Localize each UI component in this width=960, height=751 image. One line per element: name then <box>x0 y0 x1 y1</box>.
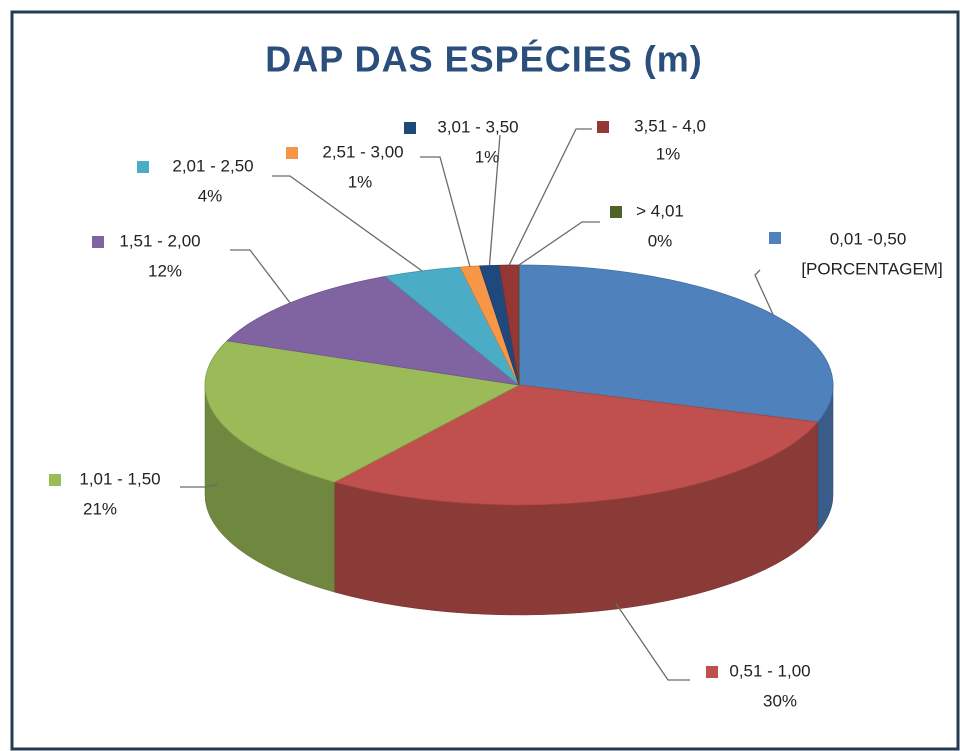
leader-line <box>508 128 592 266</box>
pie-slice <box>226 275 521 386</box>
slice-value-label: 21% <box>83 499 117 518</box>
legend-swatch <box>404 122 416 134</box>
slice-value-label: 12% <box>148 261 182 280</box>
slice-label: 1,01 - 1,50 <box>79 469 160 488</box>
pie-slice <box>333 384 819 506</box>
leader-line <box>518 221 600 266</box>
slice-value-label: 0% <box>648 231 673 250</box>
slice-label: 0,01 -0,50 <box>830 229 907 248</box>
slice-value-label: 30% <box>763 691 797 710</box>
slice-label: 3,01 - 3,50 <box>437 117 518 136</box>
pie-slice <box>204 340 521 483</box>
chart-title: DAP DAS ESPÉCIES (m) <box>265 39 702 80</box>
leader-line <box>180 483 218 488</box>
legend-swatch <box>92 236 104 248</box>
legend-swatch <box>769 232 781 244</box>
legend-swatch <box>49 474 61 486</box>
legend-swatch <box>610 206 622 218</box>
slice-value-label: 1% <box>656 144 681 163</box>
leader-line <box>615 603 690 681</box>
slice-value-label: [PORCENTAGEM] <box>801 259 942 278</box>
leader-line <box>230 249 291 304</box>
leader-line <box>488 134 501 266</box>
legend-swatch <box>137 161 149 173</box>
slice-label: 1,51 - 2,00 <box>119 231 200 250</box>
slice-value-label: 1% <box>475 147 500 166</box>
slice-value-label: 1% <box>348 172 373 191</box>
legend-swatch <box>597 121 609 133</box>
slice-label: 0,51 - 1,00 <box>729 661 810 680</box>
slice-label: 3,51 - 4,0 <box>634 116 706 135</box>
pie-sides <box>204 384 834 616</box>
leader-line <box>420 156 471 267</box>
slice-label: 2,01 - 2,50 <box>172 156 253 175</box>
slice-value-label: 4% <box>198 186 223 205</box>
legend-swatch <box>286 147 298 159</box>
labels: 0,01 -0,50 [PORCENTAGEM] 0,51 - 1,00 30% 1,0… <box>49 116 943 710</box>
leader-line <box>754 269 774 315</box>
leader-line <box>272 175 423 272</box>
legend-swatch <box>706 666 718 678</box>
pie-tops <box>204 264 834 506</box>
slice-label: > 4,01 <box>636 201 684 220</box>
slice-label: 2,51 - 3,00 <box>322 142 403 161</box>
